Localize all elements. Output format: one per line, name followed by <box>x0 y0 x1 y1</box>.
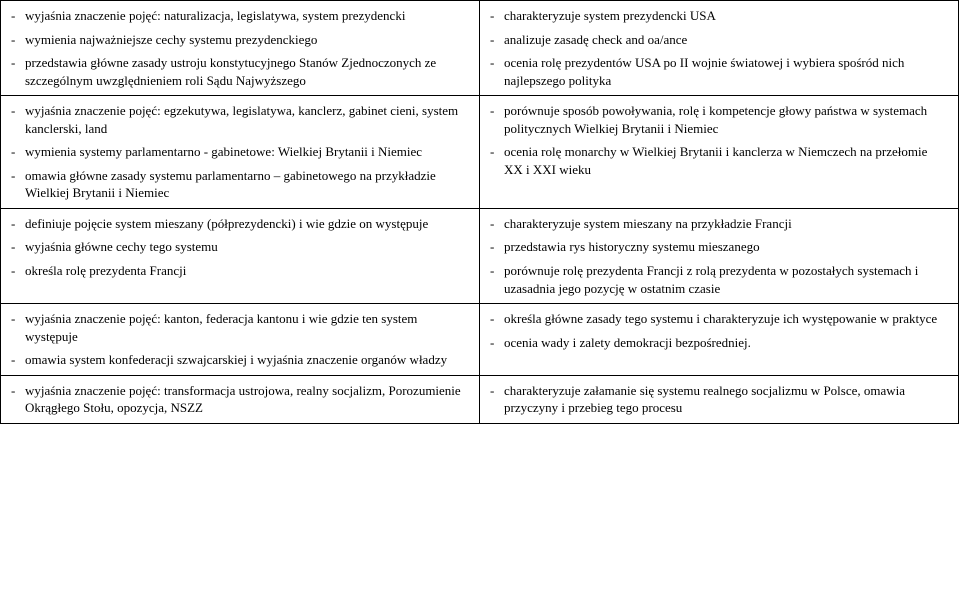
table-row: wyjaśnia znaczenie pojęć: kanton, federa… <box>1 304 959 376</box>
list-item: definiuje pojęcie system mieszany (półpr… <box>11 215 469 233</box>
list-item: wyjaśnia główne cechy tego systemu <box>11 238 469 256</box>
bullet-list: charakteryzuje system prezydencki USA ana… <box>490 7 948 89</box>
table-row: wyjaśnia znaczenie pojęć: transformacja … <box>1 375 959 423</box>
list-item: porównuje sposób powoływania, rolę i kom… <box>490 102 948 137</box>
bullet-list: charakteryzuje załamanie się systemu rea… <box>490 382 948 417</box>
list-item: ocenia rolę prezydentów USA po II wojnie… <box>490 54 948 89</box>
list-item: wyjaśnia znaczenie pojęć: kanton, federa… <box>11 310 469 345</box>
list-item: charakteryzuje system mieszany na przykł… <box>490 215 948 233</box>
table-row: definiuje pojęcie system mieszany (półpr… <box>1 208 959 303</box>
list-item: porównuje rolę prezydenta Francji z rolą… <box>490 262 948 297</box>
bullet-list: wyjaśnia znaczenie pojęć: transformacja … <box>11 382 469 417</box>
right-cell: charakteryzuje system prezydencki USA ana… <box>480 1 959 96</box>
list-item: ocenia wady i zalety demokracji bezpośre… <box>490 334 948 352</box>
bullet-list: wyjaśnia znaczenie pojęć: naturalizacja,… <box>11 7 469 89</box>
list-item: omawia system konfederacji szwajcarskiej… <box>11 351 469 369</box>
right-cell: porównuje sposób powoływania, rolę i kom… <box>480 96 959 209</box>
bullet-list: porównuje sposób powoływania, rolę i kom… <box>490 102 948 178</box>
list-item: przedstawia główne zasady ustroju konsty… <box>11 54 469 89</box>
list-item: charakteryzuje załamanie się systemu rea… <box>490 382 948 417</box>
right-cell: charakteryzuje załamanie się systemu rea… <box>480 375 959 423</box>
list-item: wyjaśnia znaczenie pojęć: egzekutywa, le… <box>11 102 469 137</box>
list-item: przedstawia rys historyczny systemu mies… <box>490 238 948 256</box>
table-row: wyjaśnia znaczenie pojęć: naturalizacja,… <box>1 1 959 96</box>
list-item: omawia główne zasady systemu parlamentar… <box>11 167 469 202</box>
table-row: wyjaśnia znaczenie pojęć: egzekutywa, le… <box>1 96 959 209</box>
left-cell: wyjaśnia znaczenie pojęć: transformacja … <box>1 375 480 423</box>
list-item: wymienia najważniejsze cechy systemu pre… <box>11 31 469 49</box>
bullet-list: wyjaśnia znaczenie pojęć: egzekutywa, le… <box>11 102 469 202</box>
left-cell: definiuje pojęcie system mieszany (półpr… <box>1 208 480 303</box>
list-item: wymienia systemy parlamentarno - gabinet… <box>11 143 469 161</box>
bullet-list: charakteryzuje system mieszany na przykł… <box>490 215 948 297</box>
right-cell: charakteryzuje system mieszany na przykł… <box>480 208 959 303</box>
list-item: ocenia rolę monarchy w Wielkiej Brytanii… <box>490 143 948 178</box>
list-item: określa główne zasady tego systemu i cha… <box>490 310 948 328</box>
list-item: określa rolę prezydenta Francji <box>11 262 469 280</box>
list-item: wyjaśnia znaczenie pojęć: naturalizacja,… <box>11 7 469 25</box>
list-item: analizuje zasadę check and oa/ance <box>490 31 948 49</box>
bullet-list: wyjaśnia znaczenie pojęć: kanton, federa… <box>11 310 469 369</box>
left-cell: wyjaśnia znaczenie pojęć: naturalizacja,… <box>1 1 480 96</box>
bullet-list: określa główne zasady tego systemu i cha… <box>490 310 948 351</box>
left-cell: wyjaśnia znaczenie pojęć: kanton, federa… <box>1 304 480 376</box>
right-cell: określa główne zasady tego systemu i cha… <box>480 304 959 376</box>
list-item: wyjaśnia znaczenie pojęć: transformacja … <box>11 382 469 417</box>
left-cell: wyjaśnia znaczenie pojęć: egzekutywa, le… <box>1 96 480 209</box>
bullet-list: definiuje pojęcie system mieszany (półpr… <box>11 215 469 280</box>
list-item: charakteryzuje system prezydencki USA <box>490 7 948 25</box>
curriculum-table: wyjaśnia znaczenie pojęć: naturalizacja,… <box>0 0 959 424</box>
